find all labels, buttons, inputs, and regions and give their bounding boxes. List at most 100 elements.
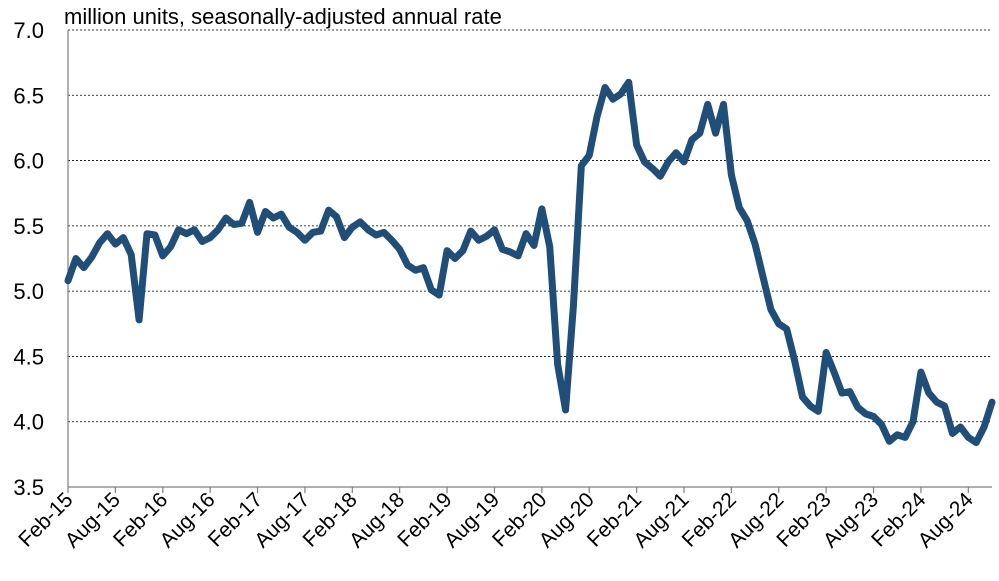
data-point [335, 215, 339, 219]
data-point [548, 245, 552, 249]
data-point [382, 230, 386, 234]
y-axis-ticks: 3.5 4.0 4.5 5.0 5.5 6.0 6.5 7.0 [13, 18, 44, 500]
y-tick-label: 7.0 [13, 18, 44, 43]
data-point [966, 435, 970, 439]
data-point [824, 351, 828, 355]
data-point [445, 249, 449, 253]
data-point [429, 288, 433, 292]
data-point [390, 238, 394, 242]
data-point [263, 209, 267, 213]
data-point [650, 166, 654, 170]
data-point [777, 322, 781, 326]
data-point [666, 160, 670, 164]
data-point [714, 131, 718, 135]
data-point [350, 225, 354, 229]
chart-subtitle: million units, seasonally-adjusted annua… [64, 4, 502, 29]
data-point [690, 138, 694, 142]
data-point [721, 102, 725, 106]
data-point [295, 230, 299, 234]
data-point [698, 131, 702, 135]
y-tick-label: 5.0 [13, 279, 44, 304]
data-point [177, 228, 181, 232]
data-point [248, 200, 252, 204]
data-point [611, 97, 615, 101]
data-point [674, 151, 678, 155]
data-point [872, 414, 876, 418]
data-point [856, 405, 860, 409]
data-point [145, 232, 149, 236]
y-tick-label: 4.5 [13, 344, 44, 369]
data-point [635, 143, 639, 147]
data-point [761, 275, 765, 279]
data-point [935, 400, 939, 404]
data-point [556, 362, 560, 366]
y-tick-label: 3.5 [13, 475, 44, 500]
data-point [169, 245, 173, 249]
data-point [137, 318, 141, 322]
data-points [66, 80, 994, 444]
data-point [643, 160, 647, 164]
data-point [406, 263, 410, 267]
data-point [192, 228, 196, 232]
data-point [943, 404, 947, 408]
data-point [374, 233, 378, 237]
data-point [98, 241, 102, 245]
data-point [982, 425, 986, 429]
data-point [311, 230, 315, 234]
data-point [832, 370, 836, 374]
data-point [927, 391, 931, 395]
data-point [461, 249, 465, 253]
data-point [492, 228, 496, 232]
data-point [793, 358, 797, 362]
data-point [303, 238, 307, 242]
data-point [706, 102, 710, 106]
data-point [516, 254, 520, 258]
data-point [879, 422, 883, 426]
data-point [129, 253, 133, 257]
data-point [745, 219, 749, 223]
data-point [800, 395, 804, 399]
data-point [579, 164, 583, 168]
data-point [66, 279, 70, 283]
data-point [840, 391, 844, 395]
data-point [256, 230, 260, 234]
data-point [903, 435, 907, 439]
data-point [224, 216, 228, 220]
data-point [105, 232, 109, 236]
data-point [82, 266, 86, 270]
data-point [564, 408, 568, 412]
series-line [64, 78, 996, 447]
data-point [319, 229, 323, 233]
data-point [848, 390, 852, 394]
data-point [571, 304, 575, 308]
data-point [240, 221, 244, 225]
y-tick-label: 5.5 [13, 214, 44, 239]
data-point [619, 92, 623, 96]
data-point [587, 153, 591, 157]
data-point [887, 439, 891, 443]
data-point [200, 240, 204, 244]
data-point [919, 370, 923, 374]
data-point [437, 293, 441, 297]
data-point [540, 207, 544, 211]
y-tick-label: 6.0 [13, 149, 44, 174]
data-point [769, 307, 773, 311]
data-point [485, 234, 489, 238]
data-point [816, 409, 820, 413]
data-point [184, 232, 188, 236]
data-point [113, 242, 117, 246]
data-point [161, 254, 165, 258]
data-point [271, 216, 275, 220]
data-point [216, 228, 220, 232]
data-point [90, 255, 94, 259]
data-point [785, 327, 789, 331]
data-point [682, 160, 686, 164]
data-point [524, 232, 528, 236]
data-point [737, 206, 741, 210]
data-point [958, 425, 962, 429]
y-tick-label: 4.0 [13, 410, 44, 435]
data-point [74, 257, 78, 261]
gridlines [68, 29, 992, 423]
data-point [413, 268, 417, 272]
